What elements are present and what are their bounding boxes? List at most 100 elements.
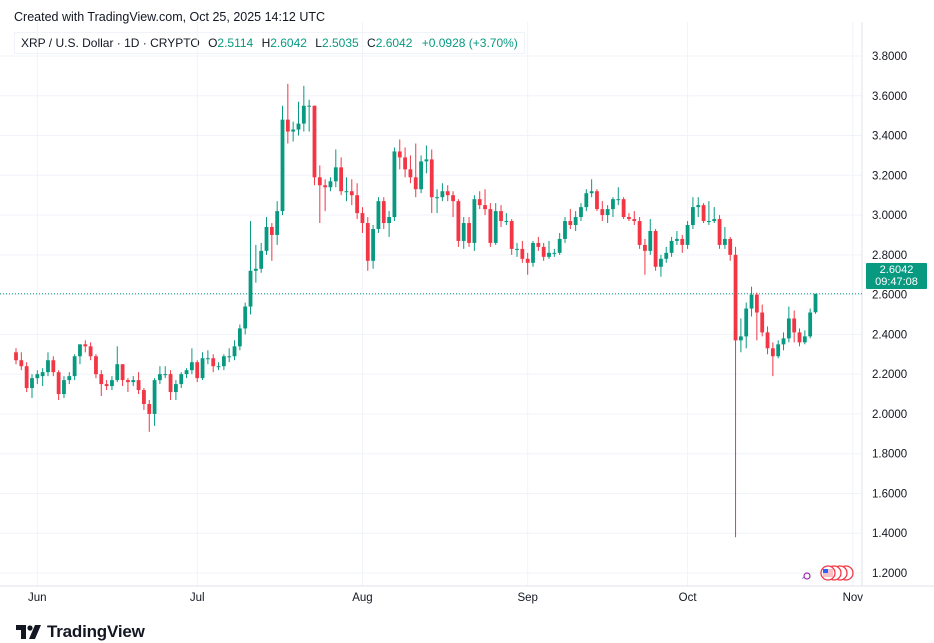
candle [754, 292, 759, 341]
candle-body [541, 246, 546, 257]
candle [291, 121, 296, 142]
candle [664, 246, 669, 263]
candle [424, 145, 429, 174]
candle [30, 374, 34, 399]
candle-body [419, 161, 423, 190]
candle [440, 183, 445, 202]
event-flag-icon[interactable] [802, 565, 854, 581]
low-label: L [315, 36, 322, 50]
candle-body [205, 358, 210, 360]
candle [669, 236, 674, 257]
candle [728, 236, 733, 261]
candle [397, 139, 402, 170]
candle [174, 380, 178, 401]
candle [776, 340, 781, 359]
candle-body [499, 211, 503, 222]
y-tick-label: 2.4000 [872, 329, 907, 341]
candle [381, 197, 386, 229]
tradingview-logo-text: TradingView [47, 622, 145, 641]
candle [509, 219, 514, 255]
candle-body [483, 205, 487, 210]
candle [19, 352, 24, 371]
high-value: 2.6042 [270, 36, 307, 50]
candle-body [504, 221, 509, 223]
tradingview-logo-icon [16, 625, 41, 639]
candle-body [360, 213, 365, 224]
y-tick-label: 2.0000 [872, 409, 907, 421]
candle [472, 195, 477, 251]
candle-body [653, 230, 658, 267]
candle [307, 99, 312, 132]
candle [786, 306, 791, 343]
y-tick-label: 1.8000 [872, 449, 907, 461]
candle [627, 213, 631, 222]
candle-body [813, 293, 818, 313]
candle [653, 228, 658, 271]
y-tick-label: 1.2000 [872, 568, 907, 580]
candle [802, 330, 807, 345]
candle [94, 354, 98, 379]
candle [211, 354, 216, 373]
candle-body [24, 366, 29, 389]
candle [552, 248, 557, 257]
candle-body [381, 201, 386, 224]
candle-body [14, 352, 18, 361]
candle [573, 211, 578, 231]
candle-body [216, 366, 221, 368]
candle [648, 219, 653, 255]
candle [685, 221, 690, 249]
price-axis[interactable]: 1.2000 1.4000 1.6000 1.8000 2.0000 2.2000 2.40… [872, 51, 907, 580]
candle-body [754, 294, 759, 313]
candle-body [728, 238, 733, 255]
candle-body [477, 199, 482, 206]
candle [110, 376, 114, 391]
candle [701, 203, 706, 224]
x-tick-label: Nov [843, 592, 864, 604]
candle [142, 388, 146, 410]
candle-body [424, 159, 429, 162]
candle [541, 242, 546, 261]
y-tick-label: 3.0000 [872, 210, 907, 222]
candle-body [339, 167, 344, 192]
economic-events-icons[interactable] [800, 565, 856, 581]
candle [765, 326, 770, 355]
candle [195, 360, 200, 383]
candle-body [547, 252, 551, 257]
candle-body [600, 209, 605, 216]
candle [611, 197, 615, 218]
candle [738, 318, 743, 353]
candle-body [371, 228, 376, 261]
candle-body [392, 151, 397, 218]
candle-body [259, 250, 264, 269]
candle-body [403, 157, 407, 170]
candle [547, 240, 551, 259]
candle [275, 201, 280, 245]
candle-body [253, 268, 258, 271]
candle-body [365, 223, 370, 261]
candle-body [291, 129, 296, 132]
candle [163, 366, 168, 379]
candle [696, 197, 701, 218]
tradingview-logo[interactable]: TradingView [16, 622, 145, 642]
candle-body [115, 364, 120, 381]
close-value: 2.6042 [375, 36, 413, 50]
grid-lines [0, 22, 862, 586]
candle-body [94, 356, 98, 375]
time-axis[interactable]: Jun Jul Aug Sep Oct Nov [28, 592, 863, 604]
candle [605, 205, 610, 224]
candle-body [536, 242, 541, 247]
candle [408, 155, 413, 184]
candle [323, 179, 328, 212]
candle-body [323, 185, 328, 188]
candle-body [573, 217, 578, 226]
candle-body [605, 209, 610, 216]
candle [285, 83, 290, 144]
candle-body [40, 372, 45, 377]
candle-body [296, 123, 301, 130]
symbol-name[interactable]: XRP / U.S. Dollar · 1D · CRYPTO [21, 36, 200, 50]
candle [317, 165, 322, 224]
candle [563, 217, 567, 243]
candle-body [227, 356, 232, 358]
candle [749, 286, 754, 317]
